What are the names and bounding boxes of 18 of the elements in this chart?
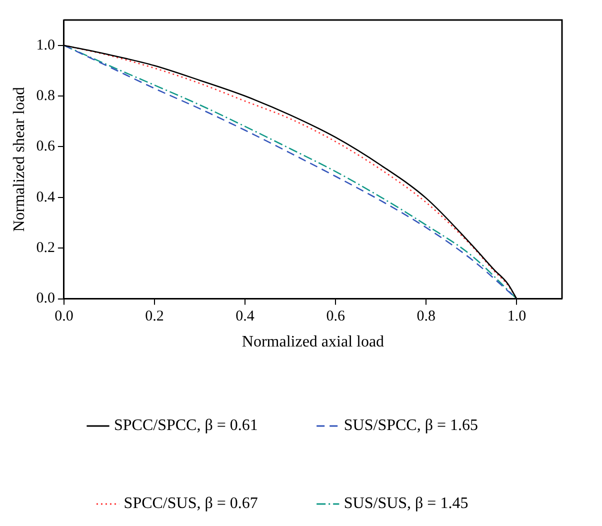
- y-axis-title: Normalized shear load: [10, 86, 28, 232]
- x-axis-title: Normalized axial load: [242, 334, 384, 351]
- x-tick-label: 0.8: [416, 308, 436, 325]
- y-tick-label: 0.6: [36, 138, 56, 155]
- legend-label: SUS/SPCC, β = 1.65: [344, 417, 478, 434]
- y-tick-label: 0.8: [36, 88, 55, 104]
- x-tick-label: 0.0: [54, 308, 74, 325]
- y-tick-label: 0.2: [36, 240, 55, 256]
- legend-label: SPCC/SUS, β = 0.67: [124, 495, 258, 512]
- legend-label: SUS/SUS, β = 1.45: [344, 495, 468, 512]
- x-tick-label: 1.0: [507, 308, 526, 325]
- x-tick-label: 0.6: [326, 308, 346, 325]
- y-tick-label: 1.0: [36, 37, 55, 54]
- y-tick-label: 0.4: [36, 189, 56, 206]
- y-tick-label: 0.0: [36, 290, 55, 307]
- legend-label: SPCC/SPCC, β = 0.61: [114, 417, 258, 434]
- x-tick-label: 0.4: [236, 308, 255, 325]
- x-tick-label: 0.2: [145, 308, 164, 325]
